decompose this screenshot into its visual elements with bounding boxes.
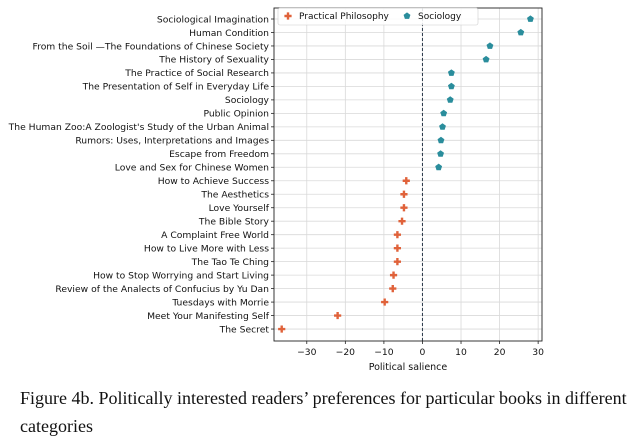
x-tick-label: 0	[420, 347, 426, 358]
point-practical-philosophy	[381, 298, 389, 306]
point-sociology	[435, 163, 443, 171]
x-tick-label: 30	[532, 347, 544, 358]
y-tick-label: Public Opinion	[203, 109, 269, 120]
grid	[274, 8, 542, 341]
y-tick-label: The Tao Te Ching	[191, 257, 269, 268]
x-tick-label: −30	[297, 347, 317, 358]
y-tick-label: The Aesthetics	[200, 190, 269, 201]
y-tick-label: The Secret	[219, 324, 270, 335]
point-sociology	[437, 136, 445, 144]
point-sociology	[527, 15, 534, 22]
point-practical-philosophy	[402, 177, 410, 185]
legend-box	[277, 7, 479, 26]
x-tick-label: 10	[455, 347, 467, 358]
y-tick-label: Rumors: Uses, Interpretations and Images	[75, 136, 269, 147]
point-practical-philosophy	[389, 271, 398, 279]
y-tick-label: How to Achieve Success	[158, 176, 270, 187]
point-practical-philosophy	[393, 244, 401, 252]
y-tick-label: Sociological Imagination	[157, 14, 269, 25]
y-tick-label: Love and Sex for Chinese Women	[115, 163, 269, 174]
point-sociology	[437, 150, 445, 157]
legend: Practical Philosophy Sociology	[277, 7, 479, 26]
y-tick-label: The Human Zoo:A Zoologist's Study of the…	[8, 122, 269, 133]
x-axis-label: Political salience	[369, 362, 448, 373]
x-tick-label: −20	[336, 347, 356, 358]
y-tick-label: Tuesdays with Morrie	[171, 297, 269, 308]
point-sociology	[486, 42, 494, 49]
point-practical-philosophy	[334, 311, 342, 320]
y-tick-label: The Presentation of Self in Everyday Lif…	[82, 82, 270, 93]
y-tick-label: How to Stop Worrying and Start Living	[93, 270, 269, 281]
y-tick-label: Meet Your Manifesting Self	[147, 311, 270, 322]
legend-marker-plus-icon	[284, 12, 292, 20]
point-sociology	[446, 96, 454, 103]
point-sociology	[440, 109, 448, 117]
legend-label: Practical Philosophy	[299, 12, 390, 22]
y-axis-tick-labels: Sociological Imagination Human Condition F…	[8, 14, 270, 335]
y-tick-label: A Complaint Free World	[161, 230, 269, 241]
plot-border	[273, 7, 543, 342]
point-practical-philosophy	[398, 217, 406, 225]
y-tick-label: Review of the Analects of Confucius by Y…	[55, 284, 269, 295]
y-tick-label: The History of Sexuality	[158, 55, 269, 66]
point-practical-philosophy	[400, 190, 408, 198]
x-axis-tick-labels: −30 −20 −10 0 10 20 30	[297, 347, 544, 358]
chart: Sociological Imagination Human Condition F…	[8, 7, 544, 373]
point-sociology	[439, 123, 446, 130]
data-points	[278, 15, 534, 333]
caption-line-1: Figure 4b. Politically interested reader…	[20, 388, 627, 408]
y-tick-label: Love Yourself	[209, 203, 270, 214]
point-sociology	[447, 82, 455, 90]
plot-frame	[271, 7, 543, 344]
y-tick-label: Sociology	[225, 95, 270, 106]
figure-caption: Figure 4b. Politically interested reader…	[20, 384, 640, 440]
y-tick-label: The Bible Story	[198, 217, 270, 228]
y-tick-label: Escape from Freedom	[169, 149, 269, 160]
y-tick-label: The Practice of Social Research	[124, 68, 269, 79]
legend-marker-pentagon-icon	[403, 12, 411, 19]
point-practical-philosophy	[400, 204, 408, 212]
y-tick-label: From the Soil —The Foundations of Chines…	[33, 41, 270, 52]
point-sociology	[447, 69, 455, 76]
y-tick-label: How to Live More with Less	[144, 243, 269, 254]
point-sociology	[517, 28, 525, 36]
point-practical-philosophy	[393, 258, 401, 266]
point-practical-philosophy	[278, 325, 286, 333]
point-sociology	[482, 55, 490, 63]
caption-line-2: categories	[20, 416, 93, 436]
y-tick-label: Human Condition	[189, 28, 269, 39]
point-practical-philosophy	[389, 285, 397, 293]
point-practical-philosophy	[393, 231, 401, 239]
x-tick-label: −10	[374, 347, 394, 358]
x-tick-label: 20	[494, 347, 506, 358]
legend-label: Sociology	[418, 12, 462, 22]
